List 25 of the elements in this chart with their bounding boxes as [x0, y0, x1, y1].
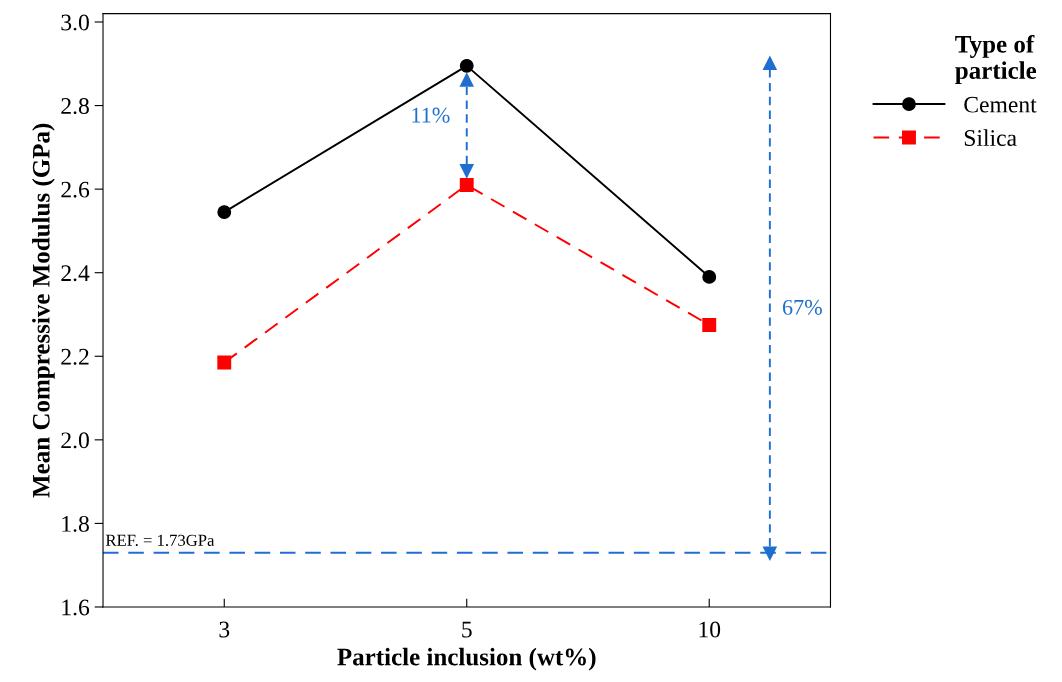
y-tick-label: 3.0 — [61, 14, 89, 31]
x-tick-label: 10 — [699, 621, 721, 638]
x-tick-label: 5 — [462, 621, 472, 638]
y-tick-label: 1.8 — [62, 515, 89, 532]
y-tick-label: 2.6 — [61, 181, 90, 198]
point — [459, 58, 474, 73]
annotation: 67% — [782, 299, 822, 315]
point — [702, 269, 717, 284]
point — [459, 178, 474, 192]
point — [217, 355, 232, 370]
point — [217, 205, 232, 220]
y-tick-label: 2.8 — [61, 98, 89, 115]
y-tick-label: 2.4 — [61, 265, 90, 282]
legend-title: Type of particle — [955, 34, 1037, 85]
y-tick-label: 2.2 — [61, 348, 89, 365]
y-tick-label: 2.0 — [61, 432, 89, 449]
legend-label: Cement — [964, 96, 1037, 113]
y-axis-title: Mean Compressive Modulus (GPa) — [32, 123, 55, 498]
y-tick-label: 1.6 — [62, 599, 90, 616]
ref-line-label: REF. = 1.73GPa — [105, 534, 215, 546]
point — [702, 317, 717, 332]
annotation: 11% — [412, 107, 450, 123]
legend-label: Silica — [964, 129, 1017, 146]
x-axis-title: Particle inclusion (wt%) — [337, 647, 596, 671]
x-tick-label: 3 — [219, 621, 230, 638]
